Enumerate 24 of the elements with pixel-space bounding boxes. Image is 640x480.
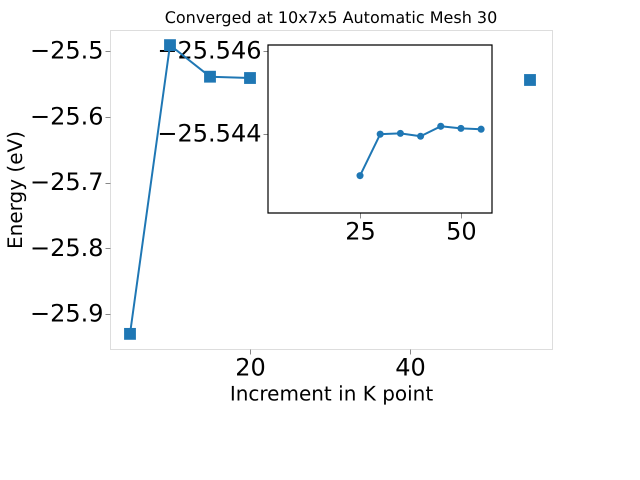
x-tick-label: 20	[235, 354, 266, 382]
y-tick-label: −25.8	[30, 234, 104, 262]
x-tick-label: 40	[395, 354, 426, 382]
y-tick-label: −25.6	[30, 102, 104, 130]
y-tick-label: −25.544	[157, 120, 262, 148]
x-axis-title: Increment in K point	[230, 382, 434, 406]
point	[376, 130, 384, 138]
point	[204, 70, 216, 83]
point	[124, 328, 136, 340]
point	[457, 124, 464, 132]
y-tick-label: −25.9	[30, 300, 104, 328]
chart-title: Converged at 10x7x5 Automatic Mesh 30	[164, 8, 498, 27]
point	[524, 74, 536, 86]
y-tick-label: −25.5	[30, 36, 104, 65]
point	[478, 126, 485, 133]
point	[396, 130, 404, 137]
point	[437, 122, 444, 130]
x-tick-label: 50	[446, 218, 477, 246]
point	[417, 132, 424, 140]
point	[244, 72, 256, 84]
y-tick-label: −25.7	[30, 168, 104, 196]
point	[356, 172, 364, 180]
y-axis-title: Energy (eV)	[2, 131, 27, 249]
x-tick-label: 25	[345, 218, 376, 246]
